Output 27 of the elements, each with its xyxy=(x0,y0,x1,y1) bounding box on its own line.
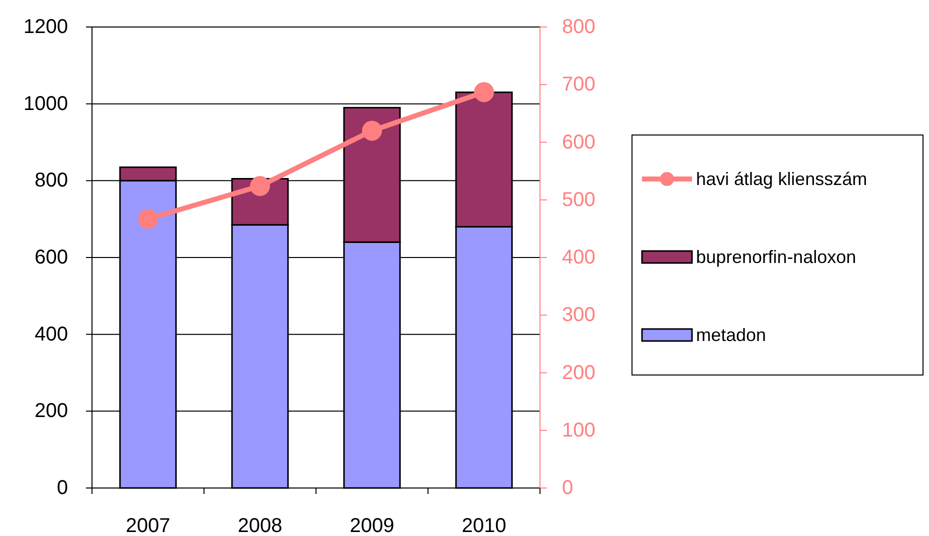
y2-tick-label: 100 xyxy=(562,419,596,442)
point xyxy=(362,120,382,141)
y2-tick-label: 0 xyxy=(562,477,574,499)
y-tick-label: 800 xyxy=(34,170,68,192)
y2-tick-label: 300 xyxy=(562,304,596,326)
legend-label: havi átlag kliensszám xyxy=(696,169,868,189)
point xyxy=(250,176,270,196)
y-tick-label: 200 xyxy=(34,400,68,422)
y2-tick-label: 200 xyxy=(562,362,596,384)
x-tick-label: 2008 xyxy=(238,515,282,536)
y2-tick-label: 400 xyxy=(562,246,596,268)
point xyxy=(138,208,158,229)
y2-tick-label: 500 xyxy=(562,188,596,211)
point xyxy=(474,82,494,102)
legend-label: metadon xyxy=(696,325,766,345)
x-tick-label: 2009 xyxy=(350,515,394,536)
y-tick-label: 1200 xyxy=(24,16,68,38)
x-tick-label: 2010 xyxy=(462,515,506,536)
y2-tick-label: 800 xyxy=(562,16,596,38)
y2-tick-label: 600 xyxy=(562,131,596,154)
legend-label: buprenorfin-naloxon xyxy=(696,247,856,267)
y-tick-label: 400 xyxy=(34,323,68,346)
y-tick-label: 600 xyxy=(34,246,68,268)
y-tick-label: 0 xyxy=(56,477,68,499)
y-tick-label: 1000 xyxy=(24,92,68,115)
y2-tick-label: 700 xyxy=(562,74,596,96)
x-tick-label: 2007 xyxy=(126,515,170,536)
